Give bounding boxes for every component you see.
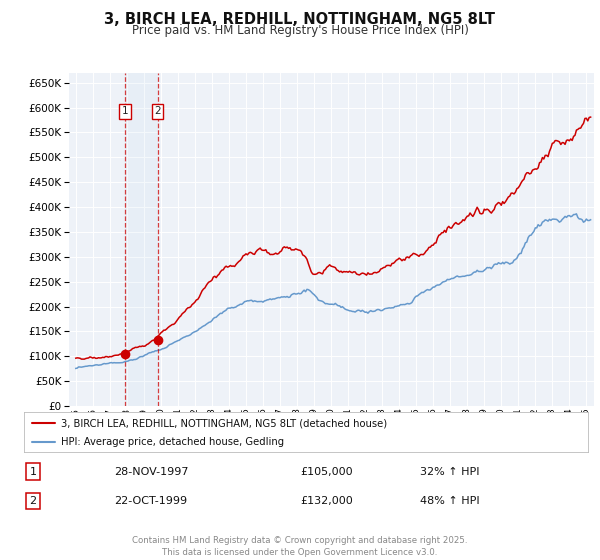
Text: 32% ↑ HPI: 32% ↑ HPI xyxy=(420,466,479,477)
Text: 3, BIRCH LEA, REDHILL, NOTTINGHAM, NG5 8LT (detached house): 3, BIRCH LEA, REDHILL, NOTTINGHAM, NG5 8… xyxy=(61,418,387,428)
Text: 1: 1 xyxy=(122,106,128,116)
Text: HPI: Average price, detached house, Gedling: HPI: Average price, detached house, Gedl… xyxy=(61,437,284,446)
Text: Contains HM Land Registry data © Crown copyright and database right 2025.
This d: Contains HM Land Registry data © Crown c… xyxy=(132,536,468,557)
Text: Price paid vs. HM Land Registry's House Price Index (HPI): Price paid vs. HM Land Registry's House … xyxy=(131,24,469,36)
Text: 22-OCT-1999: 22-OCT-1999 xyxy=(114,496,187,506)
Bar xyxy=(125,73,158,406)
Text: £132,000: £132,000 xyxy=(300,496,353,506)
Text: 2: 2 xyxy=(154,106,161,116)
Text: 28-NOV-1997: 28-NOV-1997 xyxy=(114,466,188,477)
Text: 3, BIRCH LEA, REDHILL, NOTTINGHAM, NG5 8LT: 3, BIRCH LEA, REDHILL, NOTTINGHAM, NG5 8… xyxy=(104,12,496,27)
Text: 1: 1 xyxy=(29,466,37,477)
Text: £105,000: £105,000 xyxy=(300,466,353,477)
Text: 48% ↑ HPI: 48% ↑ HPI xyxy=(420,496,479,506)
Text: 2: 2 xyxy=(29,496,37,506)
